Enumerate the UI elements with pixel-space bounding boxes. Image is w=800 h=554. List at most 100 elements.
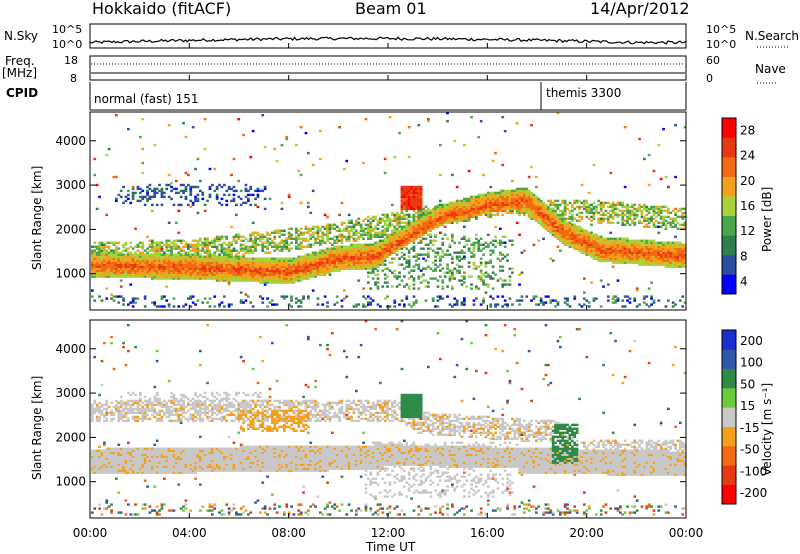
heatmap-cell — [623, 259, 627, 262]
heatmap-cell — [616, 247, 620, 250]
heatmap-cell — [628, 251, 632, 254]
heatmap-cell — [616, 215, 620, 219]
heatmap-cell — [350, 243, 353, 246]
heatmap-cell — [141, 253, 145, 256]
heatmap-cell — [160, 305, 164, 308]
heatmap-cell — [141, 275, 145, 278]
heatmap-cell — [266, 265, 269, 268]
heatmap-cell — [352, 253, 356, 256]
heatmap-cell — [429, 229, 433, 232]
heatmap-cell — [297, 237, 301, 240]
heatmap-cell — [251, 257, 255, 260]
heatmap-cell — [607, 219, 610, 222]
heatmap-cell — [431, 211, 435, 215]
heatmap-cell — [575, 225, 579, 228]
heatmap-cell — [283, 239, 286, 242]
heatmap-cell — [311, 265, 315, 268]
heatmap-cell — [549, 299, 553, 302]
heatmap-cell — [333, 269, 337, 272]
heatmap-cell — [427, 120, 430, 123]
heatmap-cell — [568, 237, 572, 240]
heatmap-cell — [237, 273, 241, 276]
heatmap-cell — [573, 247, 577, 250]
heatmap-cell — [395, 221, 399, 224]
heatmap-cell — [393, 225, 397, 228]
heatmap-cell — [194, 271, 197, 274]
heatmap-cell — [388, 221, 392, 224]
heatmap-cell — [628, 245, 632, 248]
heatmap-cell — [422, 267, 425, 270]
heatmap-cell — [153, 303, 157, 306]
heatmap-cell — [626, 243, 629, 246]
heatmap-cell — [542, 219, 545, 222]
heatmap-cell — [573, 199, 577, 203]
heatmap-cell — [407, 237, 411, 240]
heatmap-cell — [213, 263, 217, 266]
heatmap-cell — [249, 259, 253, 262]
heatmap-cell — [412, 279, 416, 282]
heatmap-cell — [259, 263, 262, 266]
heatmap-cell — [95, 267, 99, 270]
heatmap-cell — [479, 207, 483, 211]
heatmap-cell — [446, 265, 449, 268]
heatmap-cell — [592, 213, 596, 217]
heatmap-cell — [511, 195, 514, 199]
heatmap-cell — [544, 207, 548, 211]
heatmap-cell — [626, 295, 629, 298]
heatmap-cell — [419, 189, 423, 193]
heatmap-cell — [436, 211, 440, 215]
heatmap-cell — [496, 203, 500, 207]
heatmap-cell — [223, 295, 226, 298]
heatmap-cell — [376, 285, 380, 288]
heatmap-cell — [179, 249, 183, 252]
heatmap-cell — [235, 241, 238, 244]
heatmap-cell — [371, 229, 375, 232]
heatmap-cell — [297, 169, 301, 173]
heatmap-cell — [393, 301, 397, 304]
heatmap-cell — [583, 233, 586, 236]
heatmap-cell — [429, 241, 433, 244]
heatmap-cell — [415, 185, 418, 189]
heatmap-cell — [431, 277, 435, 280]
heatmap-cell — [604, 237, 608, 240]
heatmap-cell — [268, 277, 272, 280]
heatmap-cell — [374, 283, 377, 286]
heatmap-cell — [407, 239, 411, 242]
heatmap-cell — [405, 201, 409, 205]
heatmap-cell — [410, 239, 413, 242]
heatmap-cell — [155, 271, 159, 274]
heatmap-cell — [307, 231, 310, 234]
heatmap-cell — [179, 265, 183, 268]
heatmap-cell — [405, 217, 409, 220]
heatmap-cell — [405, 237, 409, 240]
x-axis-label: Time UT — [366, 540, 416, 554]
heatmap-cell — [203, 261, 207, 264]
heatmap-cell — [314, 251, 317, 254]
heatmap-cell — [542, 207, 545, 211]
heatmap-cell — [345, 245, 349, 248]
heatmap-cell — [201, 243, 205, 246]
heatmap-cell — [115, 257, 118, 260]
heatmap-cell — [148, 257, 152, 260]
heatmap-cell — [475, 285, 478, 288]
heatmap-cell — [599, 235, 603, 238]
heatmap-cell — [443, 205, 447, 209]
heatmap-cell — [146, 185, 149, 189]
heatmap-cell — [415, 189, 418, 193]
heatmap-cell — [249, 301, 253, 304]
heatmap-cell — [247, 261, 250, 264]
heatmap-cell — [422, 217, 425, 220]
heatmap-cell — [319, 241, 322, 244]
heatmap-cell — [268, 257, 272, 260]
heatmap-cell — [249, 203, 253, 207]
heatmap-cell — [592, 205, 596, 209]
heatmap-cell — [403, 201, 406, 205]
heatmap-cell — [410, 305, 413, 308]
heatmap-cell — [124, 271, 128, 274]
heatmap-cell — [314, 269, 317, 272]
heatmap-cell — [388, 225, 392, 228]
heatmap-cell — [230, 271, 233, 274]
heatmap-cell — [453, 139, 457, 143]
heatmap-cell — [225, 255, 229, 258]
heatmap-cell — [247, 263, 250, 266]
